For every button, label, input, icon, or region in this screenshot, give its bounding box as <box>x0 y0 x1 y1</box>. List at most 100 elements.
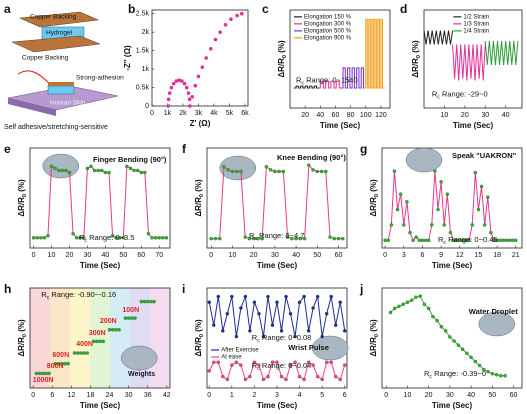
load-label: 200N <box>100 318 117 325</box>
marker <box>103 170 108 175</box>
text-part: Range: 0~0.08 <box>260 333 312 342</box>
x-tick-label: 0 <box>31 392 35 399</box>
photo <box>42 153 80 179</box>
panel-label: c <box>262 2 269 16</box>
marker <box>411 238 415 243</box>
marker <box>420 238 425 243</box>
marker <box>216 294 221 299</box>
marker <box>405 200 409 204</box>
load-label: 800N <box>47 363 64 370</box>
text-part: 0 <box>22 194 28 197</box>
marker <box>110 234 115 238</box>
marker <box>85 351 90 355</box>
text-part: Range: 0~0.04 <box>260 361 312 370</box>
text-part: c <box>443 240 446 246</box>
marker <box>409 298 414 302</box>
annotation: Rc Range: -29~0 <box>432 89 488 100</box>
text-part: R <box>252 333 258 342</box>
marker <box>426 238 431 243</box>
text-part: 0 <box>374 194 380 197</box>
marker <box>53 166 57 171</box>
marker <box>243 235 247 239</box>
marker <box>503 374 507 378</box>
label: Strong-adhesion <box>76 75 124 82</box>
x-tick-label: 0 <box>150 110 154 117</box>
y-tick-label: 0.5k <box>136 84 150 91</box>
marker <box>439 325 444 329</box>
marker <box>320 334 324 339</box>
marker <box>476 207 481 212</box>
panel-label: g <box>360 142 367 156</box>
marker <box>60 168 65 173</box>
y-axis-label: ΔR/R0 (%) <box>194 319 205 357</box>
x-axis-label: Time (Sec) <box>320 121 361 130</box>
plot-frame <box>29 287 171 389</box>
x-tick-label: 0 <box>384 392 388 399</box>
x-tick-label: 42 <box>163 392 171 399</box>
marker <box>67 170 72 175</box>
text-part: R <box>296 76 302 85</box>
point <box>240 11 244 16</box>
marker <box>329 360 333 365</box>
marker <box>395 207 400 212</box>
marker <box>243 294 248 299</box>
annotation: Rc Range: 0~0.04 <box>252 361 312 372</box>
text-part: c <box>257 338 260 344</box>
marker <box>42 236 47 240</box>
marker <box>275 300 279 305</box>
text-part: (%) <box>411 40 420 55</box>
skin-side <box>8 98 56 116</box>
marker <box>35 236 39 240</box>
plot-frame <box>29 147 171 249</box>
marker <box>293 334 297 339</box>
marker <box>66 361 70 366</box>
marker <box>501 238 506 243</box>
text-part: 0 <box>199 334 205 337</box>
legend-label: 1/4 Strain <box>463 28 489 34</box>
x-tick-label: 20 <box>425 392 433 399</box>
marker <box>319 169 324 174</box>
x-tick-label: 5k <box>226 110 234 117</box>
marker <box>281 169 286 174</box>
x-tick-label: 60 <box>137 252 145 259</box>
y-tick-label: 2.5k <box>136 11 150 18</box>
text-part: c <box>301 81 304 87</box>
marker <box>96 168 100 173</box>
legend-label: Elongation 150 % <box>304 14 352 20</box>
marker <box>417 238 422 243</box>
text-part: ΔR/R <box>411 58 420 78</box>
marker <box>230 363 234 367</box>
x-tick-label: 6 <box>50 392 54 399</box>
annotation: Rc Range: 0~0.08 <box>252 333 312 344</box>
photo <box>219 155 257 181</box>
text-part: 0 <box>374 334 380 337</box>
x-tick-label: 18 <box>87 392 95 399</box>
marker <box>101 339 105 344</box>
text-part: ΔR/R <box>369 337 378 357</box>
background-band <box>50 288 70 388</box>
marker <box>297 374 302 379</box>
x-tick-label: 4k <box>210 110 218 117</box>
marker <box>293 360 297 365</box>
x-tick-label: 30 <box>125 392 133 399</box>
marker <box>423 238 428 243</box>
marker <box>401 302 405 307</box>
marker <box>234 169 239 174</box>
marker <box>239 169 243 174</box>
marker <box>315 169 320 174</box>
marker <box>342 363 347 367</box>
x-tick-label: 4 <box>298 392 302 399</box>
y-tick-label: 0 <box>145 103 149 110</box>
text-part: R <box>438 235 444 244</box>
annotation: Rc Range: -0.39~0 <box>424 369 486 380</box>
marker <box>482 223 487 227</box>
x-axis-label: Time (Sec) <box>80 401 121 410</box>
marker <box>302 377 306 382</box>
marker <box>306 360 311 365</box>
text-part: R <box>79 233 85 242</box>
text-part: Range: -29~0 <box>440 89 488 98</box>
marker <box>47 371 51 376</box>
x-tick-label: 30 <box>481 112 489 119</box>
marker <box>268 168 273 172</box>
